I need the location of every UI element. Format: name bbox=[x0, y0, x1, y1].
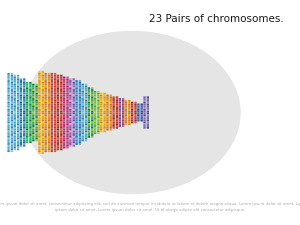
Text: 23 Pairs of chromosomes.: 23 Pairs of chromosomes. bbox=[148, 14, 284, 23]
Text: Lorem ipsum dolor sit amet, consectetur adipiscing elit, sed do eiusmod tempor i: Lorem ipsum dolor sit amet, consectetur … bbox=[0, 202, 300, 212]
